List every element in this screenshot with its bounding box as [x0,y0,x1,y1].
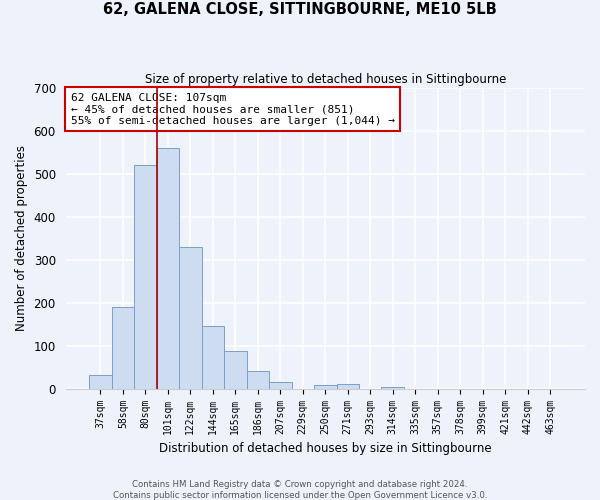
Bar [157,148,179,388]
X-axis label: Distribution of detached houses by size in Sittingbourne: Distribution of detached houses by size … [159,442,491,455]
Title: Size of property relative to detached houses in Sittingbourne: Size of property relative to detached ho… [145,72,506,86]
Bar [224,352,247,389]
Bar [247,371,269,388]
Text: 62 GALENA CLOSE: 107sqm
← 45% of detached houses are smaller (851)
55% of semi-d: 62 GALENA CLOSE: 107sqm ← 45% of detache… [71,92,395,126]
Bar [337,384,359,388]
Text: Contains HM Land Registry data © Crown copyright and database right 2024.
Contai: Contains HM Land Registry data © Crown c… [113,480,487,500]
Text: 62, GALENA CLOSE, SITTINGBOURNE, ME10 5LB: 62, GALENA CLOSE, SITTINGBOURNE, ME10 5L… [103,2,497,18]
Bar [314,386,337,388]
Bar [179,247,202,388]
Bar [269,382,292,388]
Bar [202,326,224,388]
Bar [134,166,157,388]
Bar [89,374,112,388]
Bar [112,307,134,388]
Y-axis label: Number of detached properties: Number of detached properties [15,146,28,332]
